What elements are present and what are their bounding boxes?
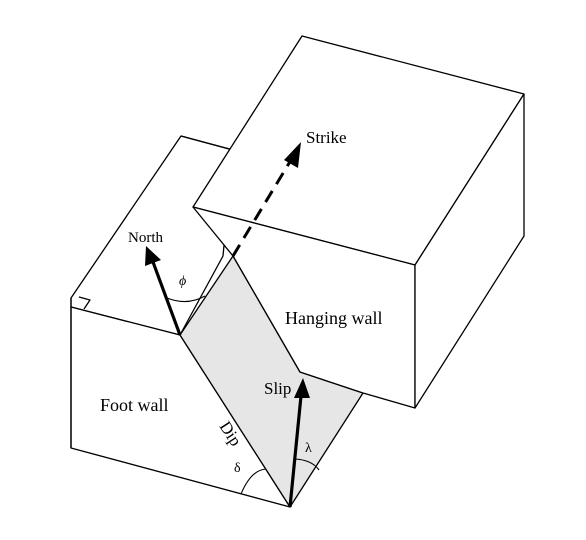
- slip-arrow-line: [288, 395, 303, 508]
- phi-angle-arc: [166, 295, 206, 303]
- slip-label: Slip: [264, 379, 291, 398]
- north-arrowhead: [145, 246, 161, 266]
- hanging-wall-label: Hanging wall: [285, 308, 382, 328]
- foot-wall-label: Foot wall: [100, 395, 169, 415]
- lambda-label: λ: [305, 441, 312, 456]
- north-arrow-line: [151, 261, 182, 336]
- slip-arrowhead: [294, 378, 310, 398]
- delta-label: δ: [234, 461, 241, 476]
- right-angle-marker: [78, 296, 91, 310]
- foot-wall-back-edge: [180, 135, 234, 151]
- north-label: North: [128, 230, 163, 246]
- phi-label: ϕ: [179, 274, 186, 289]
- hanging-wall-side-face: [414, 93, 525, 409]
- strike-arrow-line: [231, 159, 293, 257]
- strike-arrowhead: [284, 142, 301, 168]
- lambda-angle-arc: [294, 458, 320, 471]
- strike-label: Strike: [306, 128, 347, 147]
- delta-angle-arc: [240, 468, 267, 495]
